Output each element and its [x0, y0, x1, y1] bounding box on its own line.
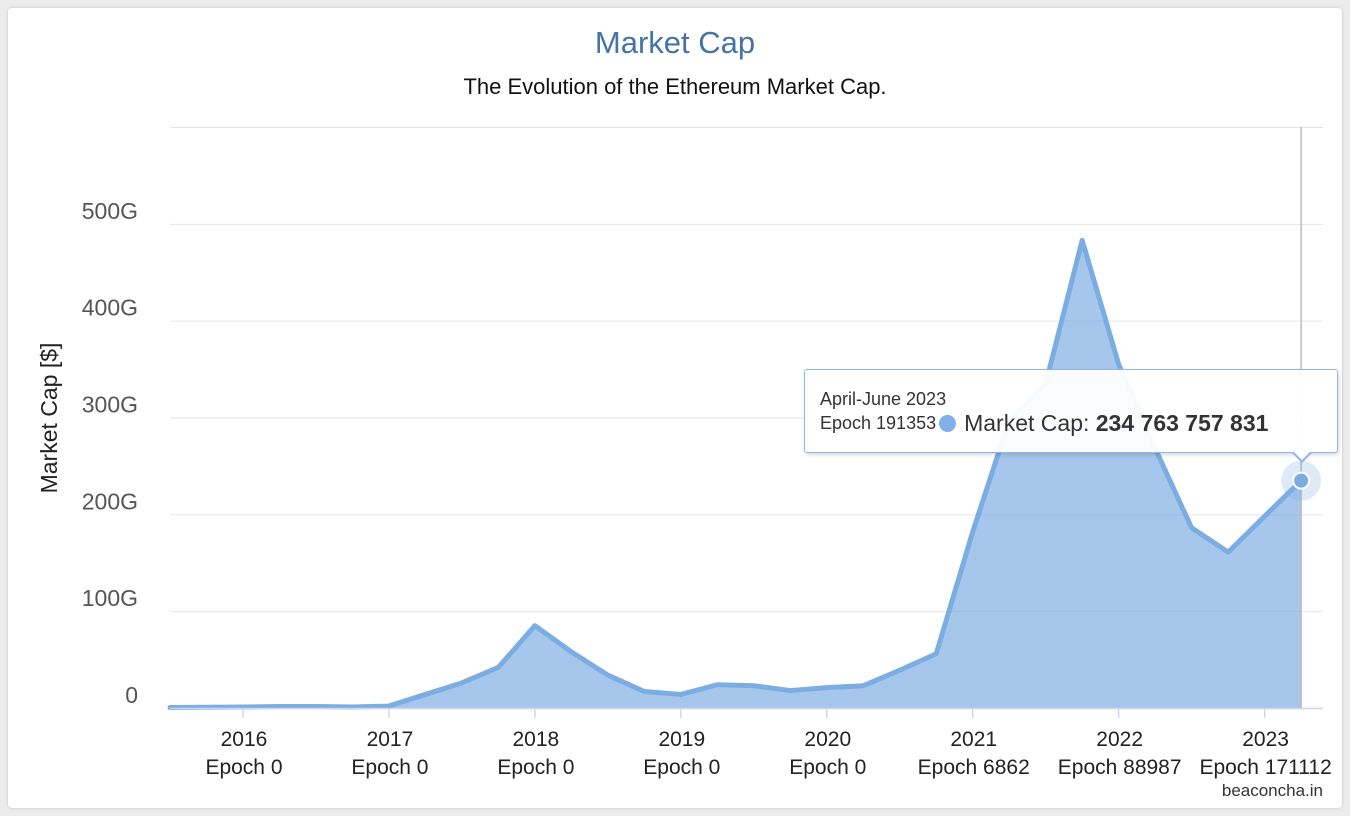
- y-tick-label: 0: [125, 682, 138, 708]
- y-tick-label: 100G: [82, 585, 138, 611]
- axes: 0 100G 200G 300G 400G 500G 2016 Epoch 0 2017 Epoc…: [82, 198, 1332, 779]
- x-tick-label-epoch: Epoch 0: [351, 756, 428, 779]
- x-tick-label-year: 2020: [804, 728, 851, 751]
- tooltip-arrow: [1291, 451, 1313, 463]
- x-tick-label-year: 2018: [513, 728, 560, 751]
- x-tick-label-epoch: Epoch 0: [789, 756, 866, 779]
- tooltip-body: Epoch 191353 Market Cap: 234 763 757 831: [820, 410, 1323, 436]
- series-area-fill: [170, 240, 1302, 709]
- x-tick-label-epoch: Epoch 6862: [918, 756, 1030, 779]
- tooltip-epoch: Epoch 191353: [820, 413, 937, 433]
- chart-title: Market Cap: [595, 25, 755, 60]
- tooltip: April-June 2023 Epoch 191353 Market Cap:…: [804, 369, 1338, 463]
- x-tick-label-epoch: Epoch 171112: [1199, 756, 1331, 779]
- y-tick-label: 400G: [82, 295, 138, 321]
- y-axis-title: Market Cap [$]: [36, 343, 62, 494]
- x-tick-label-epoch: Epoch 0: [205, 756, 282, 779]
- chart-subtitle: The Evolution of the Ethereum Market Cap…: [463, 74, 886, 99]
- tooltip-separator: :: [1082, 410, 1096, 436]
- x-tick-label-year: 2017: [367, 728, 414, 751]
- tooltip-value: 234 763 757 831: [1095, 410, 1269, 436]
- y-tick-label: 300G: [82, 392, 138, 418]
- tooltip-series-name: Market Cap: [964, 410, 1083, 436]
- x-tick-label-year: 2016: [221, 728, 268, 751]
- series-area: [167, 237, 1304, 711]
- y-tick-label: 500G: [82, 198, 138, 224]
- series-color-dot: [939, 414, 957, 432]
- x-tick-label-epoch: Epoch 88987: [1058, 756, 1182, 779]
- credits-link[interactable]: beaconcha.in: [1221, 781, 1323, 800]
- x-tick-label-year: 2019: [658, 728, 705, 751]
- hover-point: [1292, 471, 1311, 490]
- x-tick-label-year: 2021: [950, 728, 997, 751]
- y-tick-label: 200G: [82, 488, 138, 514]
- x-tick-label-epoch: Epoch 0: [643, 756, 720, 779]
- x-tick-label-year: 2023: [1242, 728, 1289, 751]
- x-tick-label-year: 2022: [1096, 728, 1143, 751]
- x-tick-label-epoch: Epoch 0: [497, 756, 574, 779]
- tooltip-period: April-June 2023: [820, 389, 947, 409]
- series-line: [167, 237, 1304, 711]
